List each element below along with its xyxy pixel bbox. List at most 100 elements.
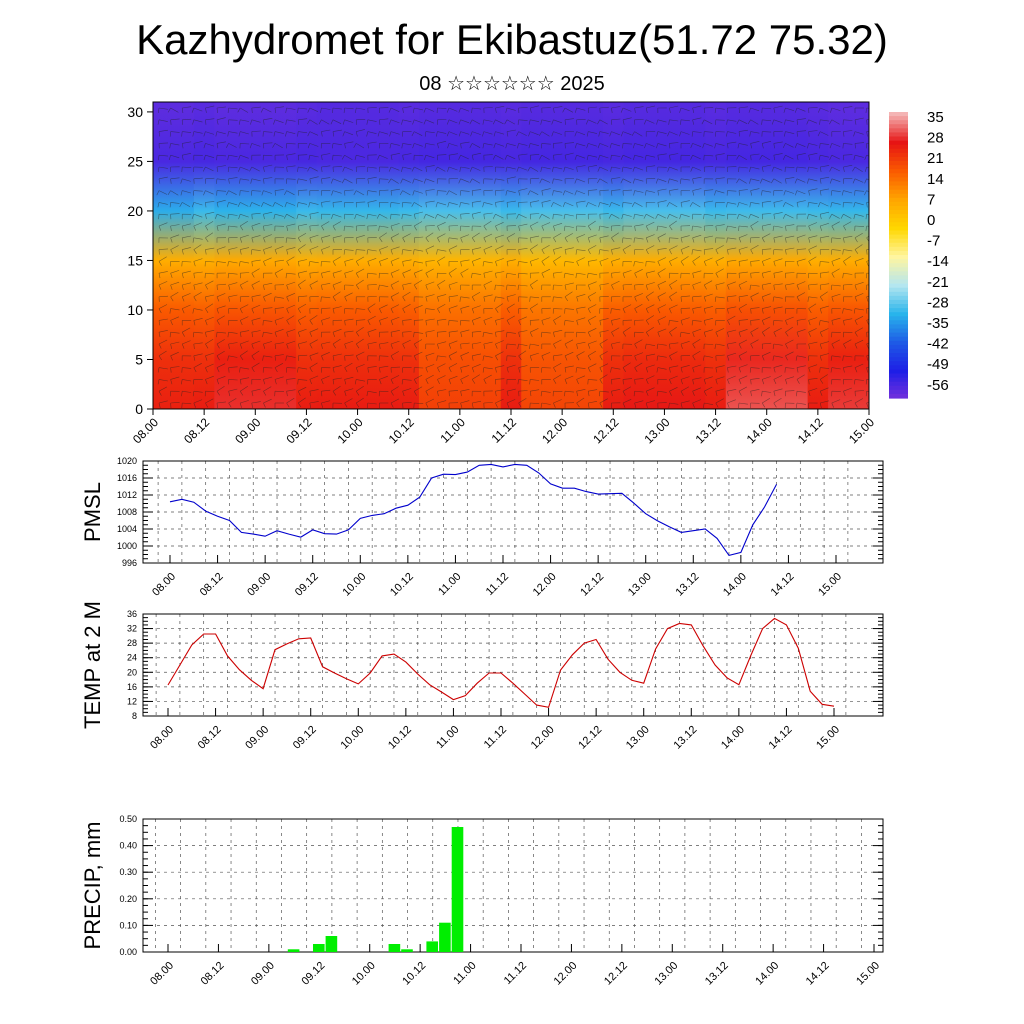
colorbar-swatch [889,336,908,342]
chart-subtitle: 08 ☆☆☆☆☆☆ 2025 [419,73,605,95]
x-tick-label: 12.00 [552,960,580,988]
x-tick-label: 08.00 [130,415,161,446]
precip-bar [287,949,300,952]
x-tick-label: 13.00 [641,415,672,446]
colorbar-swatch [889,193,908,199]
x-tick-label: 15.00 [854,960,882,988]
colorbar-swatch [889,201,908,207]
colorbar-swatch [889,161,908,166]
x-tick-label: 09.00 [243,724,271,752]
panel-pmsl: 996 1000 1004 1008 1012 1016 1020 08.00 08.12 09.… [80,456,884,599]
x-tick-label: 10.00 [335,415,366,446]
colorbar-swatch [889,381,908,387]
colorbar-swatch [889,267,908,272]
x-tick-label: 10.12 [388,571,416,599]
series-line [167,617,835,708]
x-tick-label: 08.00 [148,724,176,752]
colorbar-label: 35 [927,109,944,126]
colorbar-swatch [889,120,908,125]
x-tick-label: 11.12 [484,571,511,598]
colorbar-swatch [889,312,908,317]
colorbar-swatch [889,165,908,170]
colorbar-swatch [889,214,908,219]
wind-barbs [156,105,869,409]
colorbar-swatch [889,210,908,215]
y-tick-label: 32 [127,624,137,634]
x-tick-label: 09.00 [249,960,277,988]
y-tick-label: 1008 [117,507,137,517]
precip-bar [325,936,338,952]
colorbar-swatch [889,132,908,138]
x-tick-label: 15.00 [814,724,842,752]
colorbar-swatch [889,328,908,334]
colorbar-swatch [889,361,908,366]
panel-frame [142,818,884,953]
precip-bar [388,944,401,952]
x-tick-label: 10.12 [386,415,417,446]
y-tick-label: 0.40 [119,841,137,851]
colorbar-swatch [889,344,908,350]
colorbar-swatch [889,389,908,395]
colorbar-swatch [889,156,908,162]
colorbar-swatch [889,169,908,174]
colorbar-swatch [889,263,908,268]
colorbar-swatch [889,348,908,354]
colorbar-label: 14 [927,171,944,188]
x-tick-label: 11.00 [436,571,463,598]
x-tick-label: 14.12 [767,724,795,752]
heatmap-column [418,102,501,409]
colorbar-swatch [889,148,908,154]
colorbar-swatch [889,238,908,244]
colorbar-swatch [889,144,908,150]
colorbar-label: 7 [927,191,935,208]
x-tick-label: 10.00 [338,724,366,752]
colorbar-label: -7 [927,233,940,250]
x-tick-label: 12.00 [531,571,559,599]
colorbar-swatch [889,340,908,346]
colorbar-label: 0 [927,212,935,229]
colorbar-swatch [889,140,908,146]
colorbar-swatch [889,234,908,240]
colorbar-swatch [889,218,908,223]
y-tick-label: 20 [127,667,137,677]
colorbar-swatch [889,365,908,370]
x-tick-label: 15.00 [816,571,844,599]
heatmap-column [214,102,297,409]
x-tick-label: 13.12 [673,571,701,599]
y-axis-label: TEMP at 2 M [80,601,105,729]
precip-bar [313,944,325,952]
y-tick-label: 0.30 [119,867,137,877]
x-tick-label: 10.12 [386,724,414,752]
y-tick-label: 1020 [117,456,137,466]
x-tick-label: 12.12 [602,960,630,988]
colorbar-swatch [889,242,908,248]
colorbar-swatch [889,373,908,379]
x-tick-label: 14.00 [744,415,775,446]
colorbar-label: -14 [927,253,949,270]
y-tick-label: 12 [127,696,137,706]
colorbar-label: -42 [927,336,949,353]
y-tick-label: 36 [127,609,137,619]
colorbar-swatch [889,259,908,264]
colorbar-label: -35 [927,315,949,332]
precip-bar [439,922,451,952]
colorbar-swatch [889,173,908,178]
x-tick-label: 12.12 [576,724,604,752]
y-tick-label: 25 [127,153,143,169]
y-tick-label: 24 [127,653,137,663]
x-tick-label: 11.00 [434,724,461,751]
colorbar-swatch [889,353,908,358]
colorbar-swatch [889,112,908,117]
x-tick-label: 09.12 [291,724,319,752]
colorbar-label: -21 [927,274,949,291]
y-tick-label: 1004 [117,524,137,534]
precip-bar [401,949,413,952]
x-tick-label: 12.00 [529,724,557,752]
colorbar-swatch [889,287,908,293]
colorbar-label: -28 [927,294,949,311]
x-tick-label: 08.00 [148,960,176,988]
colorbar-swatch [889,385,908,391]
y-tick-label: 30 [127,104,143,120]
y-tick-label: 1000 [117,541,137,551]
colorbar-swatch [889,299,908,305]
